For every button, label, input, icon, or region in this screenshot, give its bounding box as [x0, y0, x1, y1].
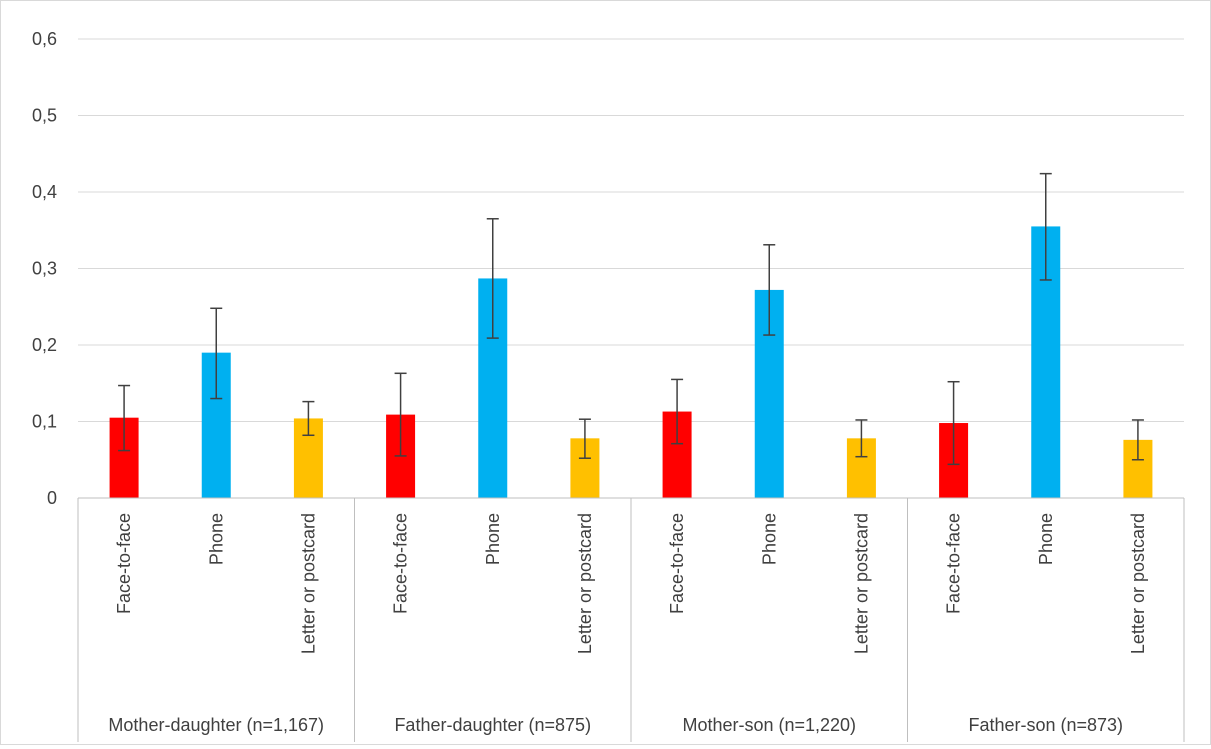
- x-category-label: Face-to-face: [114, 513, 134, 614]
- y-tick-label: 0: [47, 488, 57, 508]
- error-bars: [118, 172, 1144, 466]
- x-category-label: Letter or postcard: [298, 513, 318, 654]
- bars: [109, 226, 1153, 499]
- y-tick-label: 0,6: [32, 29, 57, 49]
- x-group-label: Mother-daughter (n=1,167): [108, 715, 324, 735]
- x-category-label: Phone: [1036, 513, 1056, 565]
- x-category-label: Phone: [759, 513, 779, 565]
- x-category-label: Face-to-face: [391, 513, 411, 614]
- y-axis-ticks: 0 0,1 0,2 0,3 0,4 0,5 0,6: [32, 29, 57, 508]
- x-category-label: Letter or postcard: [851, 513, 871, 654]
- x-group-label: Mother-son (n=1,220): [682, 715, 856, 735]
- x-axis-group-labels: Mother-daughter (n=1,167) Father-daughter…: [108, 715, 1123, 735]
- y-tick-label: 0,5: [32, 106, 57, 126]
- y-tick-label: 0,1: [32, 412, 57, 432]
- x-group-label: Father-son (n=873): [968, 715, 1123, 735]
- y-tick-label: 0,2: [32, 335, 57, 355]
- x-category-label: Phone: [483, 513, 503, 565]
- x-category-label: Letter or postcard: [575, 513, 595, 654]
- x-category-label: Phone: [206, 513, 226, 565]
- y-tick-label: 0,4: [32, 182, 57, 202]
- x-category-label: Letter or postcard: [1128, 513, 1148, 654]
- y-tick-label: 0,3: [32, 259, 57, 279]
- x-category-label: Face-to-face: [944, 513, 964, 614]
- x-category-label: Face-to-face: [667, 513, 687, 614]
- grid-lines: [78, 38, 1184, 422]
- x-axis: [77, 497, 1185, 742]
- x-group-label: Father-daughter (n=875): [394, 715, 591, 735]
- x-axis-category-labels: Face-to-face Phone Letter or postcard Face-…: [114, 513, 1148, 654]
